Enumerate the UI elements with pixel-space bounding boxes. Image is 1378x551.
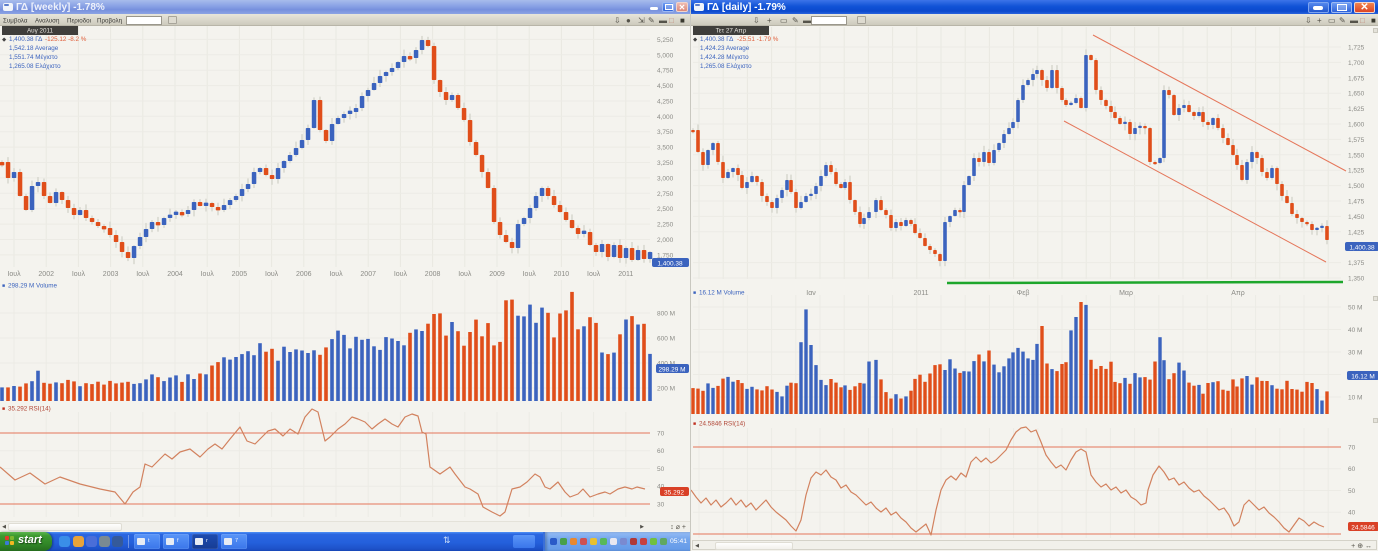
- svg-text:Αυγ 2011: Αυγ 2011: [27, 28, 54, 35]
- svg-text:298.29 M: 298.29 M: [658, 367, 685, 374]
- svg-text:60: 60: [1348, 466, 1356, 473]
- svg-text:1,542.18 Average: 1,542.18 Average: [9, 45, 59, 52]
- svg-text:2011: 2011: [913, 290, 928, 297]
- svg-text:298.29 M Volume: 298.29 M Volume: [8, 283, 58, 290]
- svg-text:1,675: 1,675: [1348, 75, 1365, 82]
- svg-text:3,000: 3,000: [657, 175, 674, 182]
- svg-text:2002: 2002: [38, 271, 54, 278]
- svg-text:4,250: 4,250: [657, 98, 674, 105]
- svg-text:1,650: 1,650: [1348, 91, 1365, 98]
- svg-text:40: 40: [1348, 510, 1356, 517]
- svg-text:800 M: 800 M: [657, 311, 675, 318]
- svg-text:2,250: 2,250: [657, 222, 674, 229]
- svg-text:5,250: 5,250: [657, 37, 674, 44]
- svg-text:Ιουλ: Ιουλ: [265, 271, 279, 278]
- svg-text:■: ■: [2, 283, 5, 289]
- svg-text:2,750: 2,750: [657, 191, 674, 198]
- svg-text:2003: 2003: [103, 271, 119, 278]
- svg-text:1,525: 1,525: [1348, 168, 1365, 175]
- svg-text:70: 70: [1348, 445, 1356, 452]
- svg-text:1,424.23 Average: 1,424.23 Average: [700, 45, 750, 52]
- svg-text:4,000: 4,000: [657, 114, 674, 121]
- svg-text:50: 50: [1348, 488, 1356, 495]
- svg-text:◆: ◆: [693, 37, 698, 43]
- svg-text:10 M: 10 M: [1348, 395, 1362, 402]
- svg-text:50: 50: [657, 466, 665, 473]
- svg-text:1,475: 1,475: [1348, 199, 1365, 206]
- svg-text:-25.51 -1.79 %: -25.51 -1.79 %: [737, 36, 779, 43]
- svg-text:3,250: 3,250: [657, 160, 674, 167]
- svg-text:40: 40: [657, 484, 665, 491]
- svg-text:Ιουλ: Ιουλ: [136, 271, 150, 278]
- svg-text:2006: 2006: [296, 271, 312, 278]
- svg-text:1,425: 1,425: [1348, 229, 1365, 236]
- svg-text:600 M: 600 M: [657, 336, 675, 343]
- svg-text:Ιουλ: Ιουλ: [458, 271, 472, 278]
- svg-text:2007: 2007: [360, 271, 376, 278]
- svg-text:1,625: 1,625: [1348, 106, 1365, 113]
- svg-text:1,375: 1,375: [1348, 260, 1365, 267]
- svg-text:50 M: 50 M: [1348, 305, 1362, 312]
- svg-text:Ιουλ: Ιουλ: [201, 271, 215, 278]
- svg-text:16.12 M Volume: 16.12 M Volume: [699, 290, 745, 297]
- svg-text:Τετ 27 Απρ: Τετ 27 Απρ: [716, 28, 747, 35]
- svg-text:1,400.38 ΓΔ: 1,400.38 ΓΔ: [9, 36, 43, 43]
- svg-text:4,750: 4,750: [657, 68, 674, 75]
- svg-text:1,424.28 Μέγιστο: 1,424.28 Μέγιστο: [700, 53, 749, 61]
- svg-text:30 M: 30 M: [1348, 350, 1362, 357]
- svg-text:24.5846: 24.5846: [1351, 525, 1375, 532]
- svg-text:1,400.38: 1,400.38: [657, 261, 683, 268]
- svg-text:1,600: 1,600: [1348, 122, 1365, 129]
- svg-text:16.12 M: 16.12 M: [1351, 374, 1375, 381]
- svg-text:Ιουλ: Ιουλ: [7, 271, 21, 278]
- svg-text:1,265.08 Ελάχιστο: 1,265.08 Ελάχιστο: [9, 62, 61, 70]
- svg-text:◆: ◆: [2, 37, 7, 43]
- svg-text:40 M: 40 M: [1348, 327, 1362, 334]
- svg-text:Μαρ: Μαρ: [1119, 290, 1133, 297]
- svg-text:2004: 2004: [167, 271, 183, 278]
- svg-text:2010: 2010: [554, 271, 570, 278]
- svg-text:2,000: 2,000: [657, 237, 674, 244]
- svg-text:1,400.38: 1,400.38: [1349, 245, 1375, 252]
- svg-text:35.292 RSI(14): 35.292 RSI(14): [8, 406, 51, 413]
- svg-text:1,551.74 Μέγιστο: 1,551.74 Μέγιστο: [9, 53, 58, 61]
- svg-text:1,350: 1,350: [1348, 276, 1365, 283]
- svg-text:2008: 2008: [425, 271, 441, 278]
- svg-text:2005: 2005: [232, 271, 248, 278]
- svg-text:■: ■: [693, 421, 696, 427]
- svg-text:2011: 2011: [618, 271, 633, 278]
- svg-text:2,500: 2,500: [657, 206, 674, 213]
- svg-text:60: 60: [657, 448, 665, 455]
- svg-text:3,750: 3,750: [657, 129, 674, 136]
- svg-text:30: 30: [657, 502, 665, 509]
- svg-text:Ιουλ: Ιουλ: [394, 271, 408, 278]
- svg-text:Ιαν: Ιαν: [806, 290, 816, 297]
- svg-text:Απρ: Απρ: [1231, 290, 1244, 297]
- svg-text:■: ■: [2, 406, 5, 412]
- svg-text:3,500: 3,500: [657, 145, 674, 152]
- svg-text:1,400.38 ΓΔ: 1,400.38 ΓΔ: [700, 36, 734, 43]
- svg-text:■: ■: [693, 290, 696, 296]
- svg-text:1,500: 1,500: [1348, 183, 1365, 190]
- svg-text:200 M: 200 M: [657, 386, 675, 393]
- svg-text:70: 70: [657, 431, 665, 438]
- svg-text:1,575: 1,575: [1348, 137, 1365, 144]
- svg-text:1,750: 1,750: [657, 252, 674, 259]
- svg-text:35.292: 35.292: [664, 490, 684, 497]
- svg-text:-125.12 -8.2 %: -125.12 -8.2 %: [45, 36, 87, 43]
- svg-text:Ιουλ: Ιουλ: [72, 271, 86, 278]
- svg-text:1,265.08 Ελάχιστο: 1,265.08 Ελάχιστο: [700, 62, 752, 70]
- svg-text:1,725: 1,725: [1348, 45, 1365, 52]
- svg-text:1,450: 1,450: [1348, 214, 1365, 221]
- svg-text:1,550: 1,550: [1348, 152, 1365, 159]
- svg-text:4,500: 4,500: [657, 83, 674, 90]
- svg-text:Φεβ: Φεβ: [1017, 290, 1030, 297]
- svg-text:Ιουλ: Ιουλ: [587, 271, 601, 278]
- svg-text:1,700: 1,700: [1348, 60, 1365, 67]
- svg-text:5,000: 5,000: [657, 52, 674, 59]
- svg-text:Ιουλ: Ιουλ: [329, 271, 343, 278]
- svg-text:24.5846 RSI(14): 24.5846 RSI(14): [699, 421, 745, 428]
- svg-text:Ιουλ: Ιουλ: [523, 271, 537, 278]
- svg-text:2009: 2009: [489, 271, 505, 278]
